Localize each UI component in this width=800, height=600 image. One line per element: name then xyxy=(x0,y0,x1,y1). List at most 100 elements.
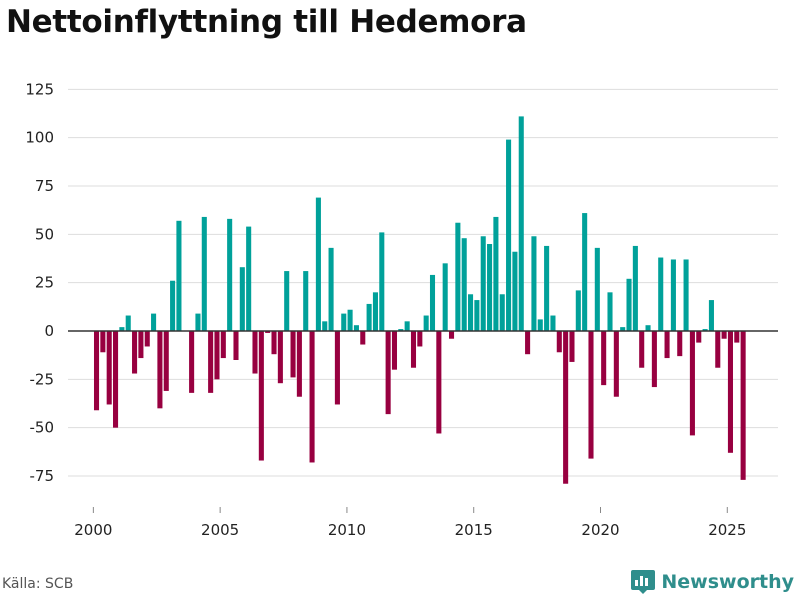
bar-negative[interactable] xyxy=(296,331,302,397)
bar-positive[interactable] xyxy=(328,247,334,331)
bar-positive[interactable] xyxy=(487,244,493,331)
bar-positive[interactable] xyxy=(506,139,512,331)
bar-negative[interactable] xyxy=(214,331,220,380)
bar-positive[interactable] xyxy=(480,236,486,331)
bar-positive[interactable] xyxy=(632,245,638,331)
bar-negative[interactable] xyxy=(100,331,106,353)
bar-negative[interactable] xyxy=(106,331,112,405)
bar-negative[interactable] xyxy=(277,331,283,384)
bar-negative[interactable] xyxy=(664,331,670,359)
bar-positive[interactable] xyxy=(423,315,429,331)
bar-positive[interactable] xyxy=(429,274,436,331)
bar-negative[interactable] xyxy=(613,331,619,397)
bar-negative[interactable] xyxy=(132,331,138,374)
bar-positive[interactable] xyxy=(607,292,613,331)
bar-negative[interactable] xyxy=(163,331,169,391)
bar-positive[interactable] xyxy=(322,321,328,331)
bar-positive[interactable] xyxy=(670,259,676,331)
bar-negative[interactable] xyxy=(651,331,657,388)
bar-positive[interactable] xyxy=(366,303,372,331)
bar-negative[interactable] xyxy=(569,331,575,362)
bar-positive[interactable] xyxy=(442,263,448,331)
bar-negative[interactable] xyxy=(144,331,150,347)
bar-positive[interactable] xyxy=(353,325,359,331)
bar-negative[interactable] xyxy=(265,331,271,333)
bar-negative[interactable] xyxy=(740,331,746,480)
bar-negative[interactable] xyxy=(290,331,296,378)
bar-positive[interactable] xyxy=(284,271,290,331)
bar-positive[interactable] xyxy=(170,280,176,331)
bar-positive[interactable] xyxy=(468,294,474,331)
bar-negative[interactable] xyxy=(271,331,277,355)
bar-negative[interactable] xyxy=(391,331,398,370)
bar-positive[interactable] xyxy=(341,313,347,331)
bar-positive[interactable] xyxy=(575,290,581,331)
bar-negative[interactable] xyxy=(696,331,702,343)
bar-negative[interactable] xyxy=(639,331,645,368)
bar-negative[interactable] xyxy=(385,331,391,415)
bar-positive[interactable] xyxy=(398,329,404,331)
bar-positive[interactable] xyxy=(620,327,626,331)
bar-negative[interactable] xyxy=(448,331,455,339)
bar-positive[interactable] xyxy=(658,257,664,331)
bar-positive[interactable] xyxy=(683,259,689,331)
bar-negative[interactable] xyxy=(208,331,214,393)
bar-positive[interactable] xyxy=(176,220,182,331)
bar-positive[interactable] xyxy=(246,226,252,331)
bar-positive[interactable] xyxy=(708,300,714,331)
bar-negative[interactable] xyxy=(220,331,226,359)
bar-positive[interactable] xyxy=(347,309,353,331)
bar-positive[interactable] xyxy=(626,278,632,331)
bar-negative[interactable] xyxy=(233,331,239,360)
brand-logo[interactable]: Newsworthy xyxy=(631,570,794,594)
bar-positive[interactable] xyxy=(512,251,518,331)
bar-positive[interactable] xyxy=(303,271,309,331)
bar-negative[interactable] xyxy=(734,331,740,343)
bar-negative[interactable] xyxy=(689,331,695,436)
bar-positive[interactable] xyxy=(239,267,245,331)
bar-negative[interactable] xyxy=(252,331,258,374)
bar-positive[interactable] xyxy=(544,245,550,331)
bar-positive[interactable] xyxy=(702,329,708,331)
bar-positive[interactable] xyxy=(461,238,467,331)
bar-negative[interactable] xyxy=(93,331,100,411)
bar-negative[interactable] xyxy=(601,331,607,386)
bar-negative[interactable] xyxy=(588,331,594,459)
bar-negative[interactable] xyxy=(360,331,366,345)
bar-negative[interactable] xyxy=(138,331,144,359)
bar-positive[interactable] xyxy=(455,222,461,331)
bar-negative[interactable] xyxy=(721,331,727,339)
bar-positive[interactable] xyxy=(372,292,378,331)
bar-negative[interactable] xyxy=(677,331,683,357)
bar-positive[interactable] xyxy=(379,232,385,331)
bar-negative[interactable] xyxy=(309,331,315,463)
bar-negative[interactable] xyxy=(334,331,340,405)
bar-positive[interactable] xyxy=(227,218,233,331)
bar-negative[interactable] xyxy=(410,331,417,368)
bar-negative[interactable] xyxy=(556,331,562,353)
bar-negative[interactable] xyxy=(715,331,721,368)
bar-positive[interactable] xyxy=(493,216,499,331)
bar-positive[interactable] xyxy=(119,327,125,331)
bar-positive[interactable] xyxy=(645,325,651,331)
bar-positive[interactable] xyxy=(518,116,524,332)
bar-positive[interactable] xyxy=(550,315,556,331)
bar-positive[interactable] xyxy=(404,321,410,331)
bar-negative[interactable] xyxy=(113,331,119,428)
bar-positive[interactable] xyxy=(201,216,207,331)
bar-negative[interactable] xyxy=(258,331,264,461)
bar-positive[interactable] xyxy=(315,197,321,331)
bar-positive[interactable] xyxy=(499,294,505,331)
bar-positive[interactable] xyxy=(474,300,480,331)
bar-positive[interactable] xyxy=(582,213,588,331)
bar-positive[interactable] xyxy=(125,315,131,331)
bar-negative[interactable] xyxy=(563,331,569,484)
bar-negative[interactable] xyxy=(525,331,531,355)
bar-positive[interactable] xyxy=(531,236,537,331)
bar-positive[interactable] xyxy=(537,319,543,331)
bar-negative[interactable] xyxy=(157,331,163,409)
bar-negative[interactable] xyxy=(189,331,195,393)
bar-positive[interactable] xyxy=(195,313,201,331)
bar-positive[interactable] xyxy=(151,313,157,331)
bar-negative[interactable] xyxy=(436,331,442,434)
